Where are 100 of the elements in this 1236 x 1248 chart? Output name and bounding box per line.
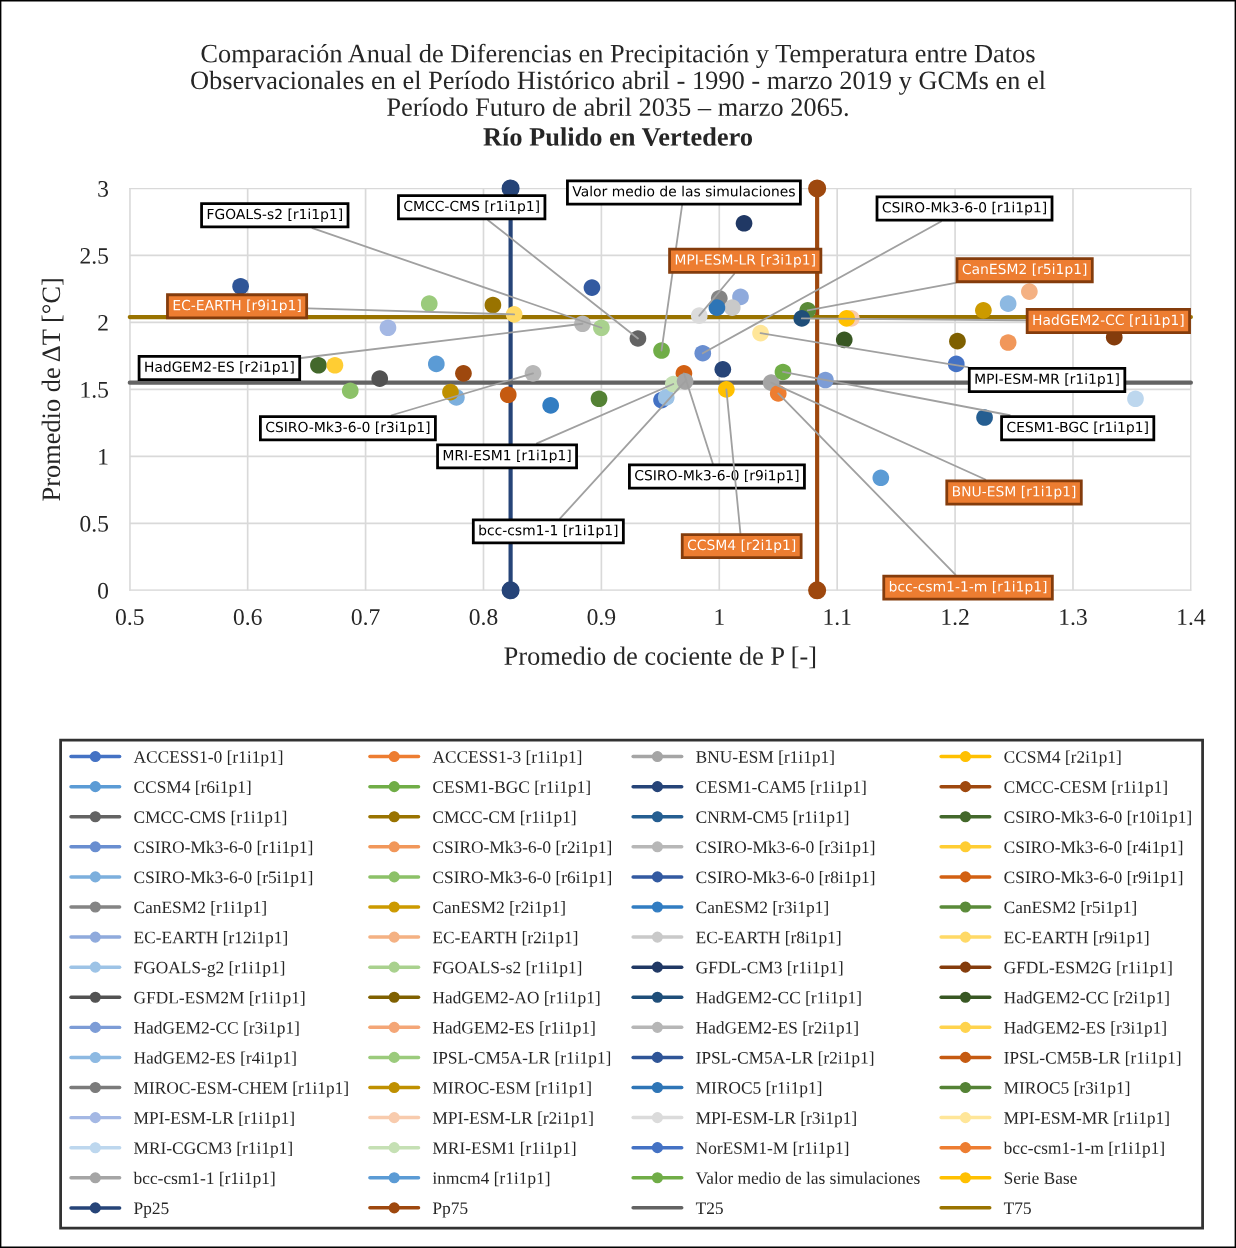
y-tick-label: 3 (98, 181, 109, 197)
point (808, 179, 827, 198)
y-tick-label: 2 (98, 314, 108, 331)
legend-label: BNU-ESM [r1i1p1] (696, 750, 834, 767)
point (808, 581, 827, 600)
point (975, 302, 992, 319)
annotation: MPI-ESM-MR [r1i1p1] (975, 373, 1119, 387)
legend-label: CESM1-CAM5 [r1i1p1] (696, 780, 866, 797)
annotation: CESM1-BGC [r1i1p1] (1007, 421, 1148, 435)
annotation: MPI-ESM-LR [r3i1p1] (675, 254, 815, 268)
legend-label: MIROC-ESM-CHEM [r1i1p1] (134, 1081, 348, 1098)
legend-label: MIROC5 [r1i1p1] (696, 1081, 822, 1098)
point (752, 324, 769, 342)
point (590, 390, 608, 408)
legend-label: HadGEM2-AO [r1i1p1] (432, 991, 600, 1008)
point (379, 319, 397, 337)
annotation: CSIRO-Mk3-6-0 [r1i1p1] (882, 201, 1046, 216)
legend-label: MPI-ESM-MR [r1i1p1] (1004, 1111, 1169, 1128)
legend-label: IPSL-CM5A-LR [r2i1p1] (696, 1051, 874, 1068)
legend-label: CSIRO-Mk3-6-0 [r1i1p1] (134, 840, 313, 857)
y-tick-label: 0 (98, 582, 109, 599)
legend-label: GFDL-CM3 [r1i1p1] (696, 961, 843, 977)
legend-label: MIROC-ESM [r1i1p1] (432, 1081, 591, 1098)
legend-label: CCSM4 [r2i1p1] (1004, 750, 1121, 767)
point (653, 342, 670, 359)
x-tick-label: 0.6 (233, 609, 262, 626)
point (341, 382, 359, 400)
y-axis-title: Promedio de ΔT [°C] (41, 279, 64, 501)
annotation: CanESM2 [r5i1p1] (962, 263, 1087, 277)
legend-label: HadGEM2-CC [r2i1p1] (1004, 991, 1169, 1008)
point (524, 364, 542, 382)
point (976, 409, 993, 426)
point (793, 310, 811, 327)
point (629, 330, 647, 347)
point (1021, 283, 1038, 300)
legend-label: NorESM1-M [r1i1p1] (696, 1141, 849, 1158)
point (694, 344, 712, 362)
x-tick-label: 0.7 (351, 609, 380, 626)
legend-label: Serie Base (1004, 1172, 1077, 1185)
legend-label: CSIRO-Mk3-6-0 [r3i1p1] (696, 840, 875, 857)
legend-label: HadGEM2-ES [r2i1p1] (696, 1021, 858, 1038)
point (484, 296, 502, 314)
point (723, 299, 741, 316)
legend-label: HadGEM2-ES [r1i1p1] (432, 1021, 595, 1038)
y-tick-label: 1 (99, 448, 108, 465)
point (999, 295, 1017, 312)
y-tick-label: 1.5 (81, 381, 109, 398)
legend-label: CSIRO-Mk3-6-0 [r6i1p1] (433, 870, 611, 887)
legend-label: CCSM4 [r6i1p1] (134, 780, 251, 797)
x-tick-label: 0.8 (469, 609, 498, 626)
annotation: EC-EARTH [r9i1p1] (173, 299, 301, 314)
legend-label: EC-EARTH [r9i1p1] (1004, 931, 1149, 947)
legend-label: MRI-ESM1 [r1i1p1] (432, 1141, 576, 1158)
legend-label: MPI-ESM-LR [r2i1p1] (432, 1111, 593, 1128)
legend-label: CanESM2 [r3i1p1] (696, 901, 828, 917)
legend-label: MIROC5 [r3i1p1] (1004, 1081, 1130, 1098)
point (505, 306, 523, 323)
point (326, 356, 344, 374)
annotation: CCSM4 [r2i1p1] (687, 539, 796, 553)
point (420, 295, 438, 312)
point (583, 279, 601, 296)
legend-label: IPSL-CM5A-LR [r1i1p1] (433, 1051, 611, 1068)
x-tick-label: 1.3 (1060, 609, 1087, 626)
point (949, 332, 966, 350)
x-axis-title: Promedio de cociente de P [-] (504, 646, 816, 669)
legend-label: FGOALS-s2 [r1i1p1] (432, 961, 582, 977)
point (708, 299, 726, 316)
legend-label: CSIRO-Mk3-6-0 [r4i1p1] (1004, 840, 1183, 857)
y-tick-label: 0.5 (80, 515, 109, 532)
chart-title: Comparación Anual de Diferencias en Precipitación y Temperatura entre Datos Observacionales en el Período Histórico abril - 1990 - marzo 2019 y GCMs en el Período Futuro de abril 2035 – marzo 2065. (191, 43, 1046, 117)
point (1127, 390, 1144, 408)
annotation: BNU-ESM [r1i1p1] (952, 485, 1076, 500)
point (690, 307, 708, 325)
legend-label: GFDL-ESM2G [r1i1p1] (1004, 961, 1172, 977)
legend-label: CESM1-BGC [r1i1p1] (433, 780, 590, 797)
legend-label: Pp75 (432, 1202, 468, 1218)
point (310, 356, 327, 374)
legend-label: inmcm4 [r1i1p1] (432, 1171, 550, 1188)
legend-label: GFDL-ESM2M [r1i1p1] (134, 991, 305, 1008)
point (718, 381, 735, 398)
annotation: FGOALS-s2 [r1i1p1] (207, 208, 342, 222)
point (714, 360, 732, 378)
legend-label: CSIRO-Mk3-6-0 [r10i1p1] (1004, 810, 1191, 827)
point (501, 581, 520, 600)
point (999, 334, 1017, 351)
legend-label: CSIRO-Mk3-6-0 [r9i1p1] (1004, 870, 1183, 887)
legend-label: Pp25 (134, 1202, 169, 1218)
x-tick-label: 1.4 (1178, 609, 1206, 626)
annotation: bcc-csm1-1-m [r1i1p1] (889, 580, 1047, 595)
legend-label: bcc-csm1-1 [r1i1p1] (133, 1171, 275, 1188)
point (455, 364, 472, 382)
legend-label: T25 (695, 1202, 723, 1215)
legend-label: CNRM-CM5 [r1i1p1] (696, 810, 849, 827)
x-tick-label: 1 (715, 609, 724, 625)
chart-subtitle: Río Pulido en Vertedero (483, 127, 753, 147)
legend-label: MRI-CGCM3 [r1i1p1] (134, 1141, 292, 1158)
legend-label: IPSL-CM5B-LR [r1i1p1] (1004, 1051, 1181, 1068)
point (872, 469, 890, 487)
legend-label: CMCC-CESM [r1i1p1] (1004, 780, 1167, 797)
legend-label: HadGEM2-ES [r4i1p1] (134, 1051, 296, 1068)
